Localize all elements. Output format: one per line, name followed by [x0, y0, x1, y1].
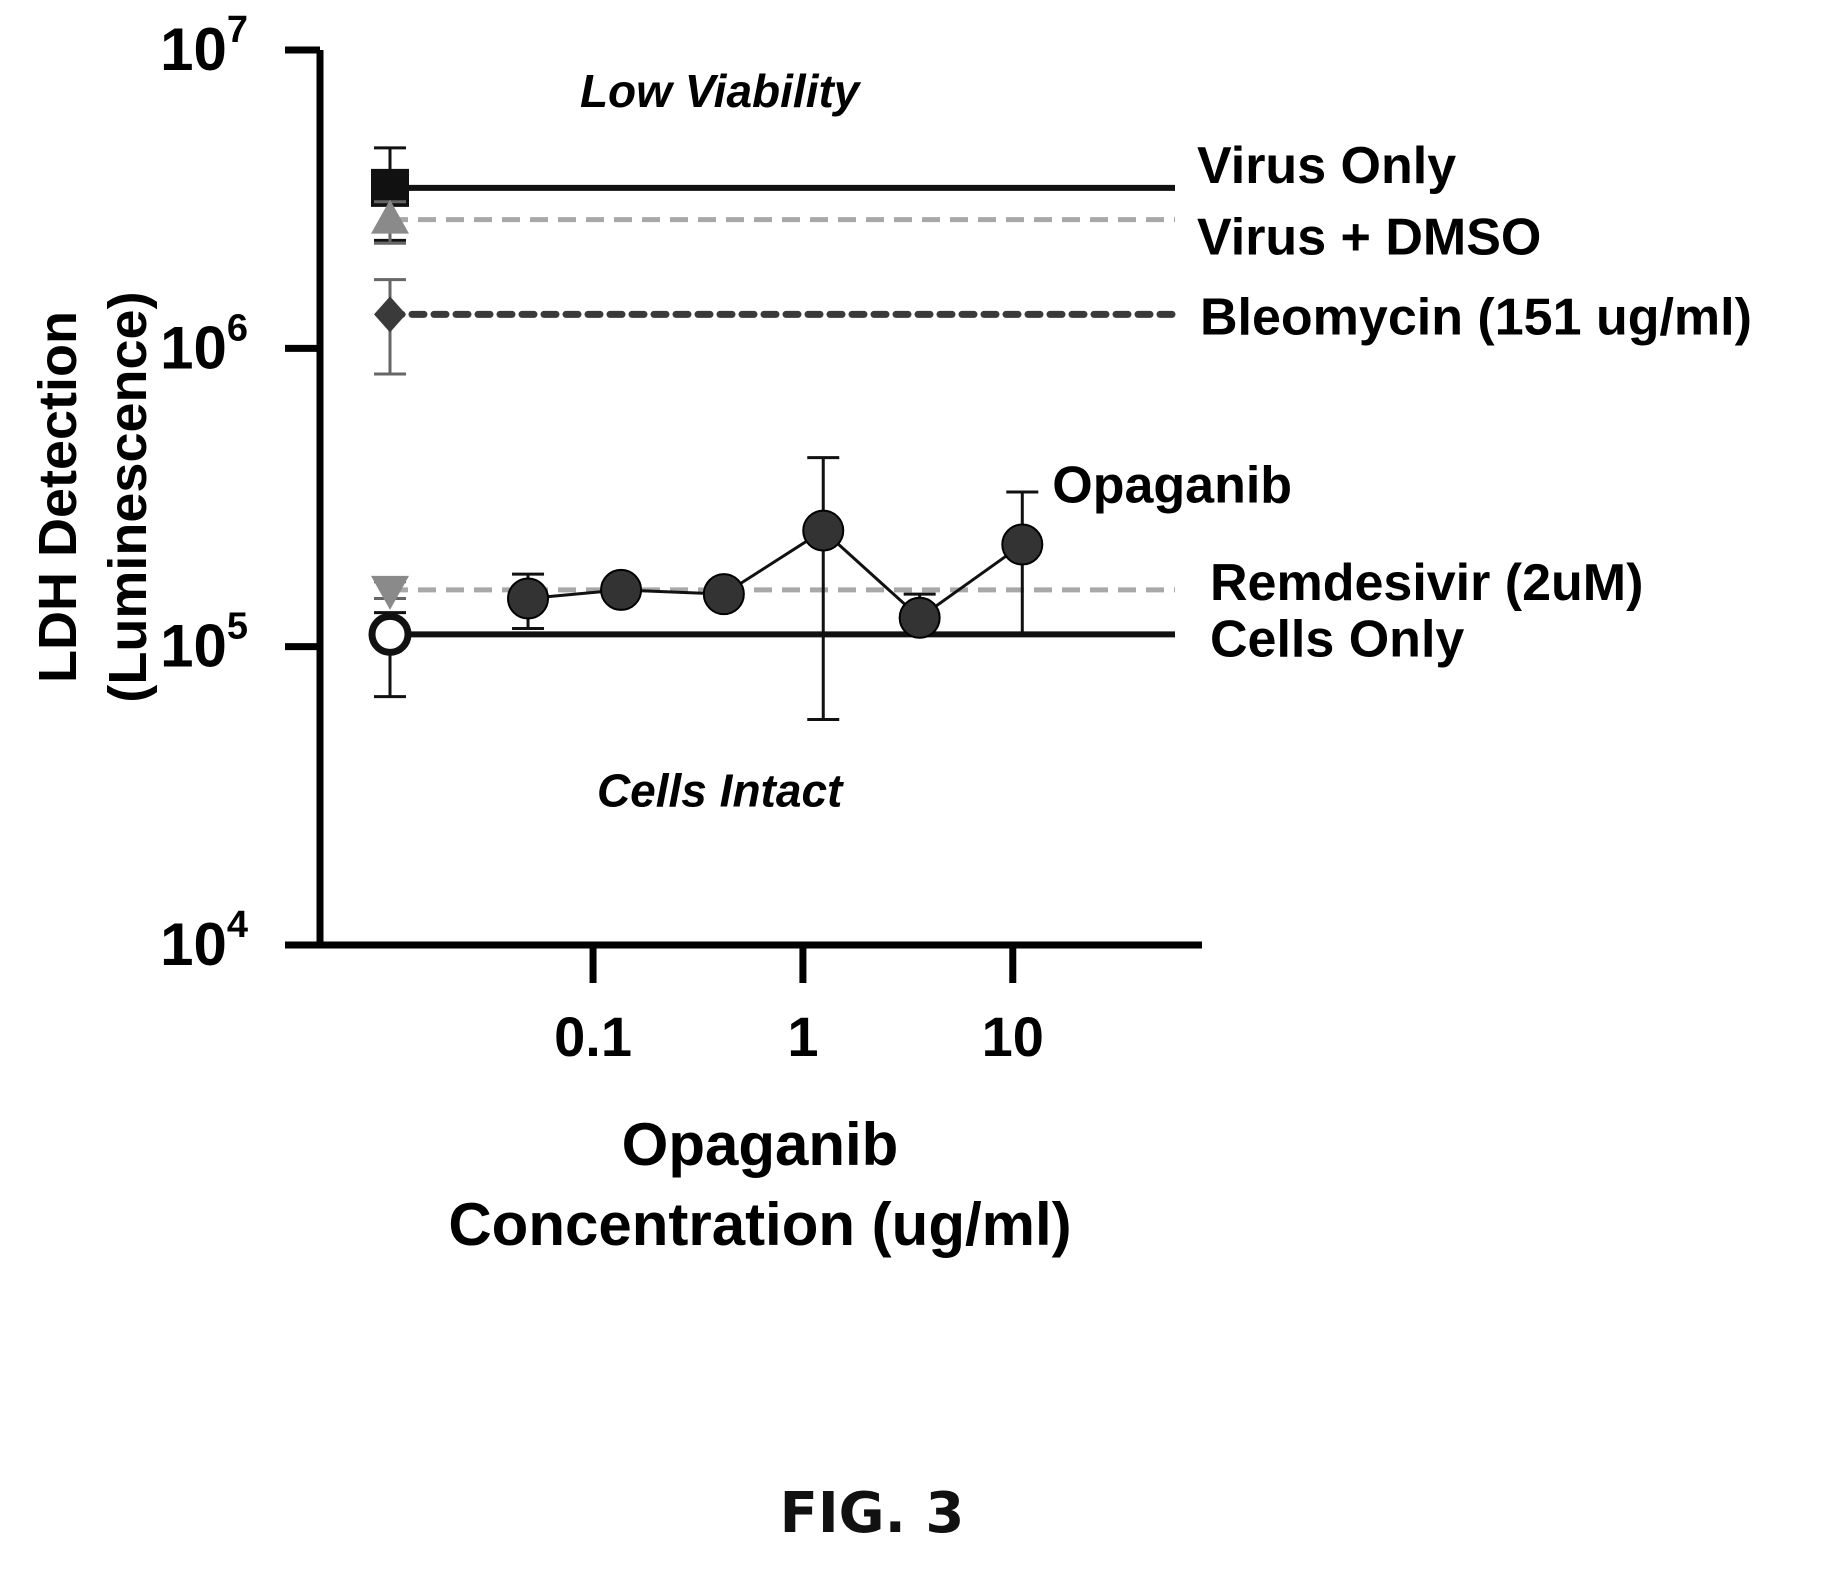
- virus-only-label: Virus Only: [1197, 137, 1456, 195]
- opaganib-series: [507, 456, 1044, 721]
- x-axis-ticks: 0.1 1 10: [554, 945, 1044, 1068]
- remdesivir-2um-label: Remdesivir (2uM): [1210, 554, 1643, 612]
- x-axis-title-line2: Concentration (ug/ml): [448, 1191, 1071, 1258]
- y-tick-label: 107: [160, 9, 248, 83]
- virus-dmso-label: Virus + DMSO: [1197, 209, 1541, 267]
- y-tick-label: 106: [160, 307, 248, 381]
- opaganib-connecting-line: [527, 528, 1024, 620]
- cells-intact-annotation: Cells Intact: [597, 764, 844, 816]
- y-tick-base: 10: [160, 314, 227, 381]
- x-tick-label: 0.1: [554, 1005, 632, 1068]
- y-tick-label: 104: [160, 904, 248, 978]
- x-tick-label: 1: [787, 1005, 818, 1068]
- bleomycin-151-ug-ml-marker: [374, 296, 406, 333]
- control-reference-lines: [386, 184, 1179, 638]
- chart-labels: Virus Only Virus + DMSO Bleomycin (151 ug/…: [580, 65, 1752, 817]
- x-axis-title-line1: Opaganib: [622, 1111, 899, 1178]
- opaganib-point: [1001, 523, 1044, 566]
- axis-titles: LDH Detection (Luminescence) Opaganib Conce…: [28, 291, 1072, 1258]
- x-tick-label: 10: [982, 1005, 1044, 1068]
- control-markers: [368, 146, 412, 699]
- virus-dmso-marker: [371, 199, 409, 234]
- y-axis-title-line1: LDH Detection: [28, 311, 88, 683]
- y-tick-exponent: 6: [227, 307, 248, 349]
- y-tick-exponent: 7: [227, 9, 248, 51]
- y-tick-base: 10: [160, 16, 227, 83]
- opaganib-point: [507, 577, 550, 620]
- remdesivir-2um-marker: [371, 575, 409, 610]
- figure-label: FIG. 3: [780, 1481, 965, 1546]
- y-tick-label: 105: [160, 606, 248, 680]
- low-viability-annotation: Low Viability: [580, 65, 862, 117]
- y-tick-exponent: 5: [227, 606, 248, 648]
- y-tick-base: 10: [160, 613, 227, 680]
- cells-only-marker: [368, 612, 412, 656]
- opaganib-point: [898, 596, 941, 639]
- y-axis-title-line2: (Luminescence): [98, 291, 158, 702]
- opaganib-point: [802, 509, 845, 552]
- cells-only-label: Cells Only: [1210, 610, 1464, 668]
- y-tick-base: 10: [160, 911, 227, 978]
- opaganib-series-label: Opaganib: [1052, 457, 1292, 515]
- bleomycin-151-ug-ml-label: Bleomycin (151 ug/ml): [1200, 288, 1752, 346]
- opaganib-point: [600, 568, 643, 611]
- y-tick-exponent: 4: [227, 904, 248, 946]
- plot-axes: [316, 50, 1202, 949]
- opaganib-point: [702, 573, 745, 616]
